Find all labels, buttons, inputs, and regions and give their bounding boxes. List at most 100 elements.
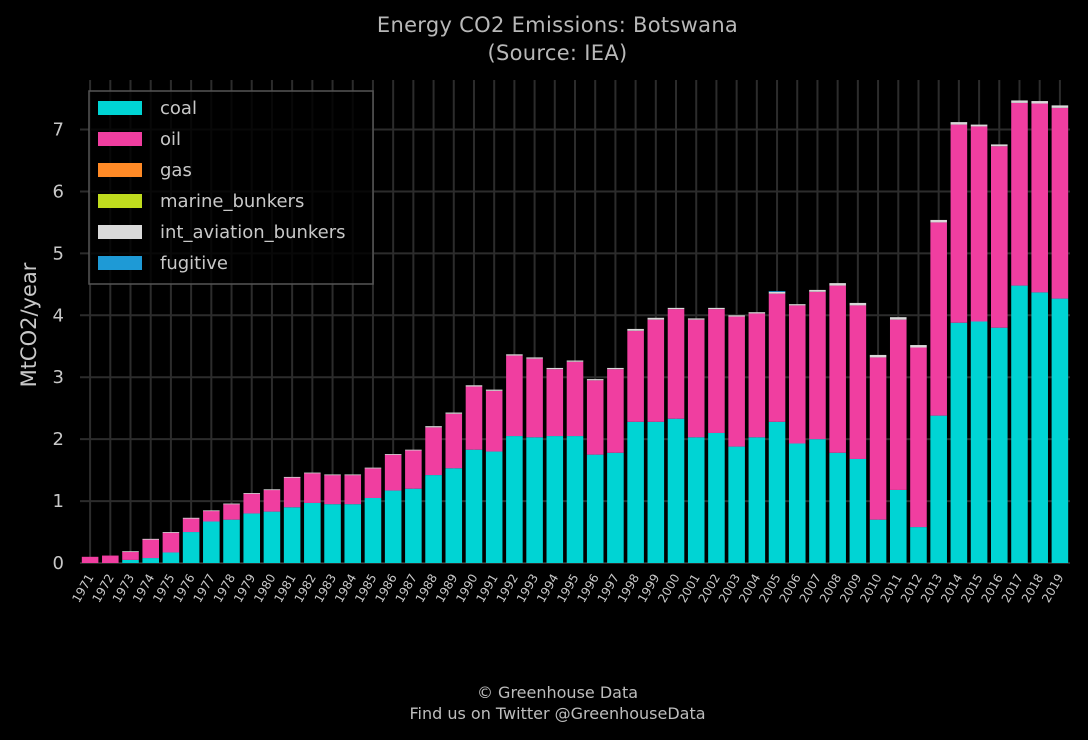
bar-coal-2005 [768, 421, 786, 563]
bar-int_aviation_bunkers-1992 [506, 354, 523, 356]
footer-twitter: Find us on Twitter @GreenhouseData [409, 704, 706, 723]
legend-label-int_aviation_bunkers: int_aviation_bunkers [160, 222, 346, 243]
bar-oil-2000 [667, 309, 685, 419]
y-tick-label: 0 [53, 553, 64, 574]
bar-int_aviation_bunkers-1988 [425, 426, 442, 428]
bar-int_aviation_bunkers-2009 [849, 302, 867, 306]
bar-int_aviation_bunkers-1996 [586, 379, 604, 381]
bar-coal-1999 [647, 421, 665, 563]
y-tick-label: 7 [53, 120, 64, 141]
bar-coal-1975 [162, 552, 180, 563]
bar-int_aviation_bunkers-1989 [445, 412, 463, 414]
bar-coal-1983 [324, 504, 341, 563]
legend-label-marine_bunkers: marine_bunkers [160, 191, 304, 212]
bar-oil-1996 [586, 380, 604, 455]
legend: coal oil gas marine_bunkers int_aviation_bun… [88, 90, 374, 285]
bar-coal-1993 [526, 437, 543, 563]
y-tick-label: 4 [53, 305, 64, 326]
bar-coal-1989 [445, 468, 463, 563]
bar-oil-1972 [102, 555, 119, 563]
bar-int_aviation_bunkers-2006 [788, 304, 806, 306]
bar-coal-1996 [586, 454, 604, 563]
bar-oil-1975 [162, 532, 180, 553]
bar-int_aviation_bunkers-1975 [162, 532, 180, 533]
bar-int_aviation_bunkers-1974 [142, 538, 159, 540]
bar-oil-1989 [445, 413, 463, 469]
bar-int_aviation_bunkers-1980 [263, 489, 281, 491]
bar-int_aviation_bunkers-2017 [1011, 100, 1028, 103]
y-tick-label: 2 [53, 429, 64, 450]
legend-label-gas: gas [160, 160, 192, 181]
bar-int_aviation_bunkers-1997 [607, 367, 624, 370]
bar-coal-1997 [607, 452, 624, 563]
bar-oil-2019 [1051, 107, 1069, 299]
bar-int_aviation_bunkers-2008 [829, 283, 846, 286]
bar-int_aviation_bunkers-2018 [1031, 101, 1048, 104]
x-tick-label: 2019 [1039, 572, 1066, 605]
bar-int_aviation_bunkers-2000 [667, 307, 685, 310]
bar-int_aviation_bunkers-1981 [283, 476, 301, 478]
y-axis-label: MtCO2/year [17, 262, 41, 387]
y-tick-label: 6 [53, 181, 64, 202]
bar-coal-2011 [889, 489, 907, 563]
bar-oil-2002 [708, 309, 725, 433]
bar-coal-2006 [788, 443, 806, 563]
bar-oil-1997 [607, 369, 624, 453]
bar-int_aviation_bunkers-1982 [304, 472, 321, 474]
bar-oil-1980 [263, 489, 281, 512]
bar-coal-2015 [970, 321, 988, 563]
bar-int_aviation_bunkers-1998 [627, 328, 644, 331]
bar-oil-2004 [748, 313, 766, 438]
bar-oil-1973 [122, 551, 139, 560]
bar-coal-2016 [991, 327, 1008, 563]
footer-copyright: © Greenhouse Data [476, 683, 639, 702]
bar-coal-1985 [364, 497, 382, 563]
bar-coal-2003 [728, 446, 745, 563]
bar-oil-2016 [991, 146, 1008, 328]
bar-int_aviation_bunkers-1995 [566, 360, 584, 362]
legend-label-fugitive: fugitive [160, 253, 228, 274]
chart-subtitle: (Source: IEA) [487, 41, 628, 65]
bar-coal-2008 [829, 452, 846, 563]
bar-oil-2009 [849, 305, 867, 459]
bar-oil-1982 [304, 473, 321, 503]
bar-coal-2001 [687, 437, 705, 563]
bar-oil-2017 [1011, 102, 1028, 286]
bar-coal-1981 [283, 507, 301, 563]
bar-int_aviation_bunkers-1983 [324, 474, 341, 476]
legend-label-oil: oil [160, 129, 181, 150]
bar-int_aviation_bunkers-2014 [950, 122, 968, 125]
bar-coal-2012 [910, 527, 927, 563]
bar-oil-2015 [970, 126, 988, 322]
bar-oil-2013 [930, 222, 947, 416]
bar-int_aviation_bunkers-2013 [930, 219, 947, 223]
bar-oil-1990 [465, 386, 483, 450]
bar-oil-2006 [788, 305, 806, 444]
legend-swatch-oil [98, 132, 142, 146]
bar-int_aviation_bunkers-2004 [748, 312, 766, 314]
bar-oil-1976 [182, 518, 200, 533]
bar-coal-2014 [950, 322, 968, 563]
bar-oil-1987 [405, 450, 422, 489]
bar-coal-2002 [708, 432, 725, 563]
bar-coal-1980 [263, 511, 281, 563]
bar-int_aviation_bunkers-2001 [687, 318, 705, 320]
bar-coal-1998 [627, 421, 644, 563]
y-tick-label: 5 [53, 243, 64, 264]
bar-oil-2008 [829, 285, 846, 453]
bar-int_aviation_bunkers-1993 [526, 357, 543, 359]
bar-coal-2018 [1031, 292, 1048, 563]
bar-int_aviation_bunkers-2016 [991, 144, 1008, 147]
bar-int_aviation_bunkers-2019 [1051, 105, 1069, 108]
bar-oil-1993 [526, 358, 543, 438]
bar-int_aviation_bunkers-1978 [223, 503, 240, 505]
bar-coal-2007 [809, 439, 826, 563]
bar-int_aviation_bunkers-1984 [344, 474, 362, 476]
bar-oil-1998 [627, 330, 644, 422]
x-axis-ticks: 1971197219731974197519761977197819791980… [69, 572, 1066, 605]
bar-int_aviation_bunkers-2011 [889, 317, 907, 320]
bar-oil-2005 [768, 293, 786, 422]
bar-oil-1992 [506, 355, 523, 437]
legend-swatch-gas [98, 163, 142, 177]
bar-oil-1999 [647, 319, 665, 422]
